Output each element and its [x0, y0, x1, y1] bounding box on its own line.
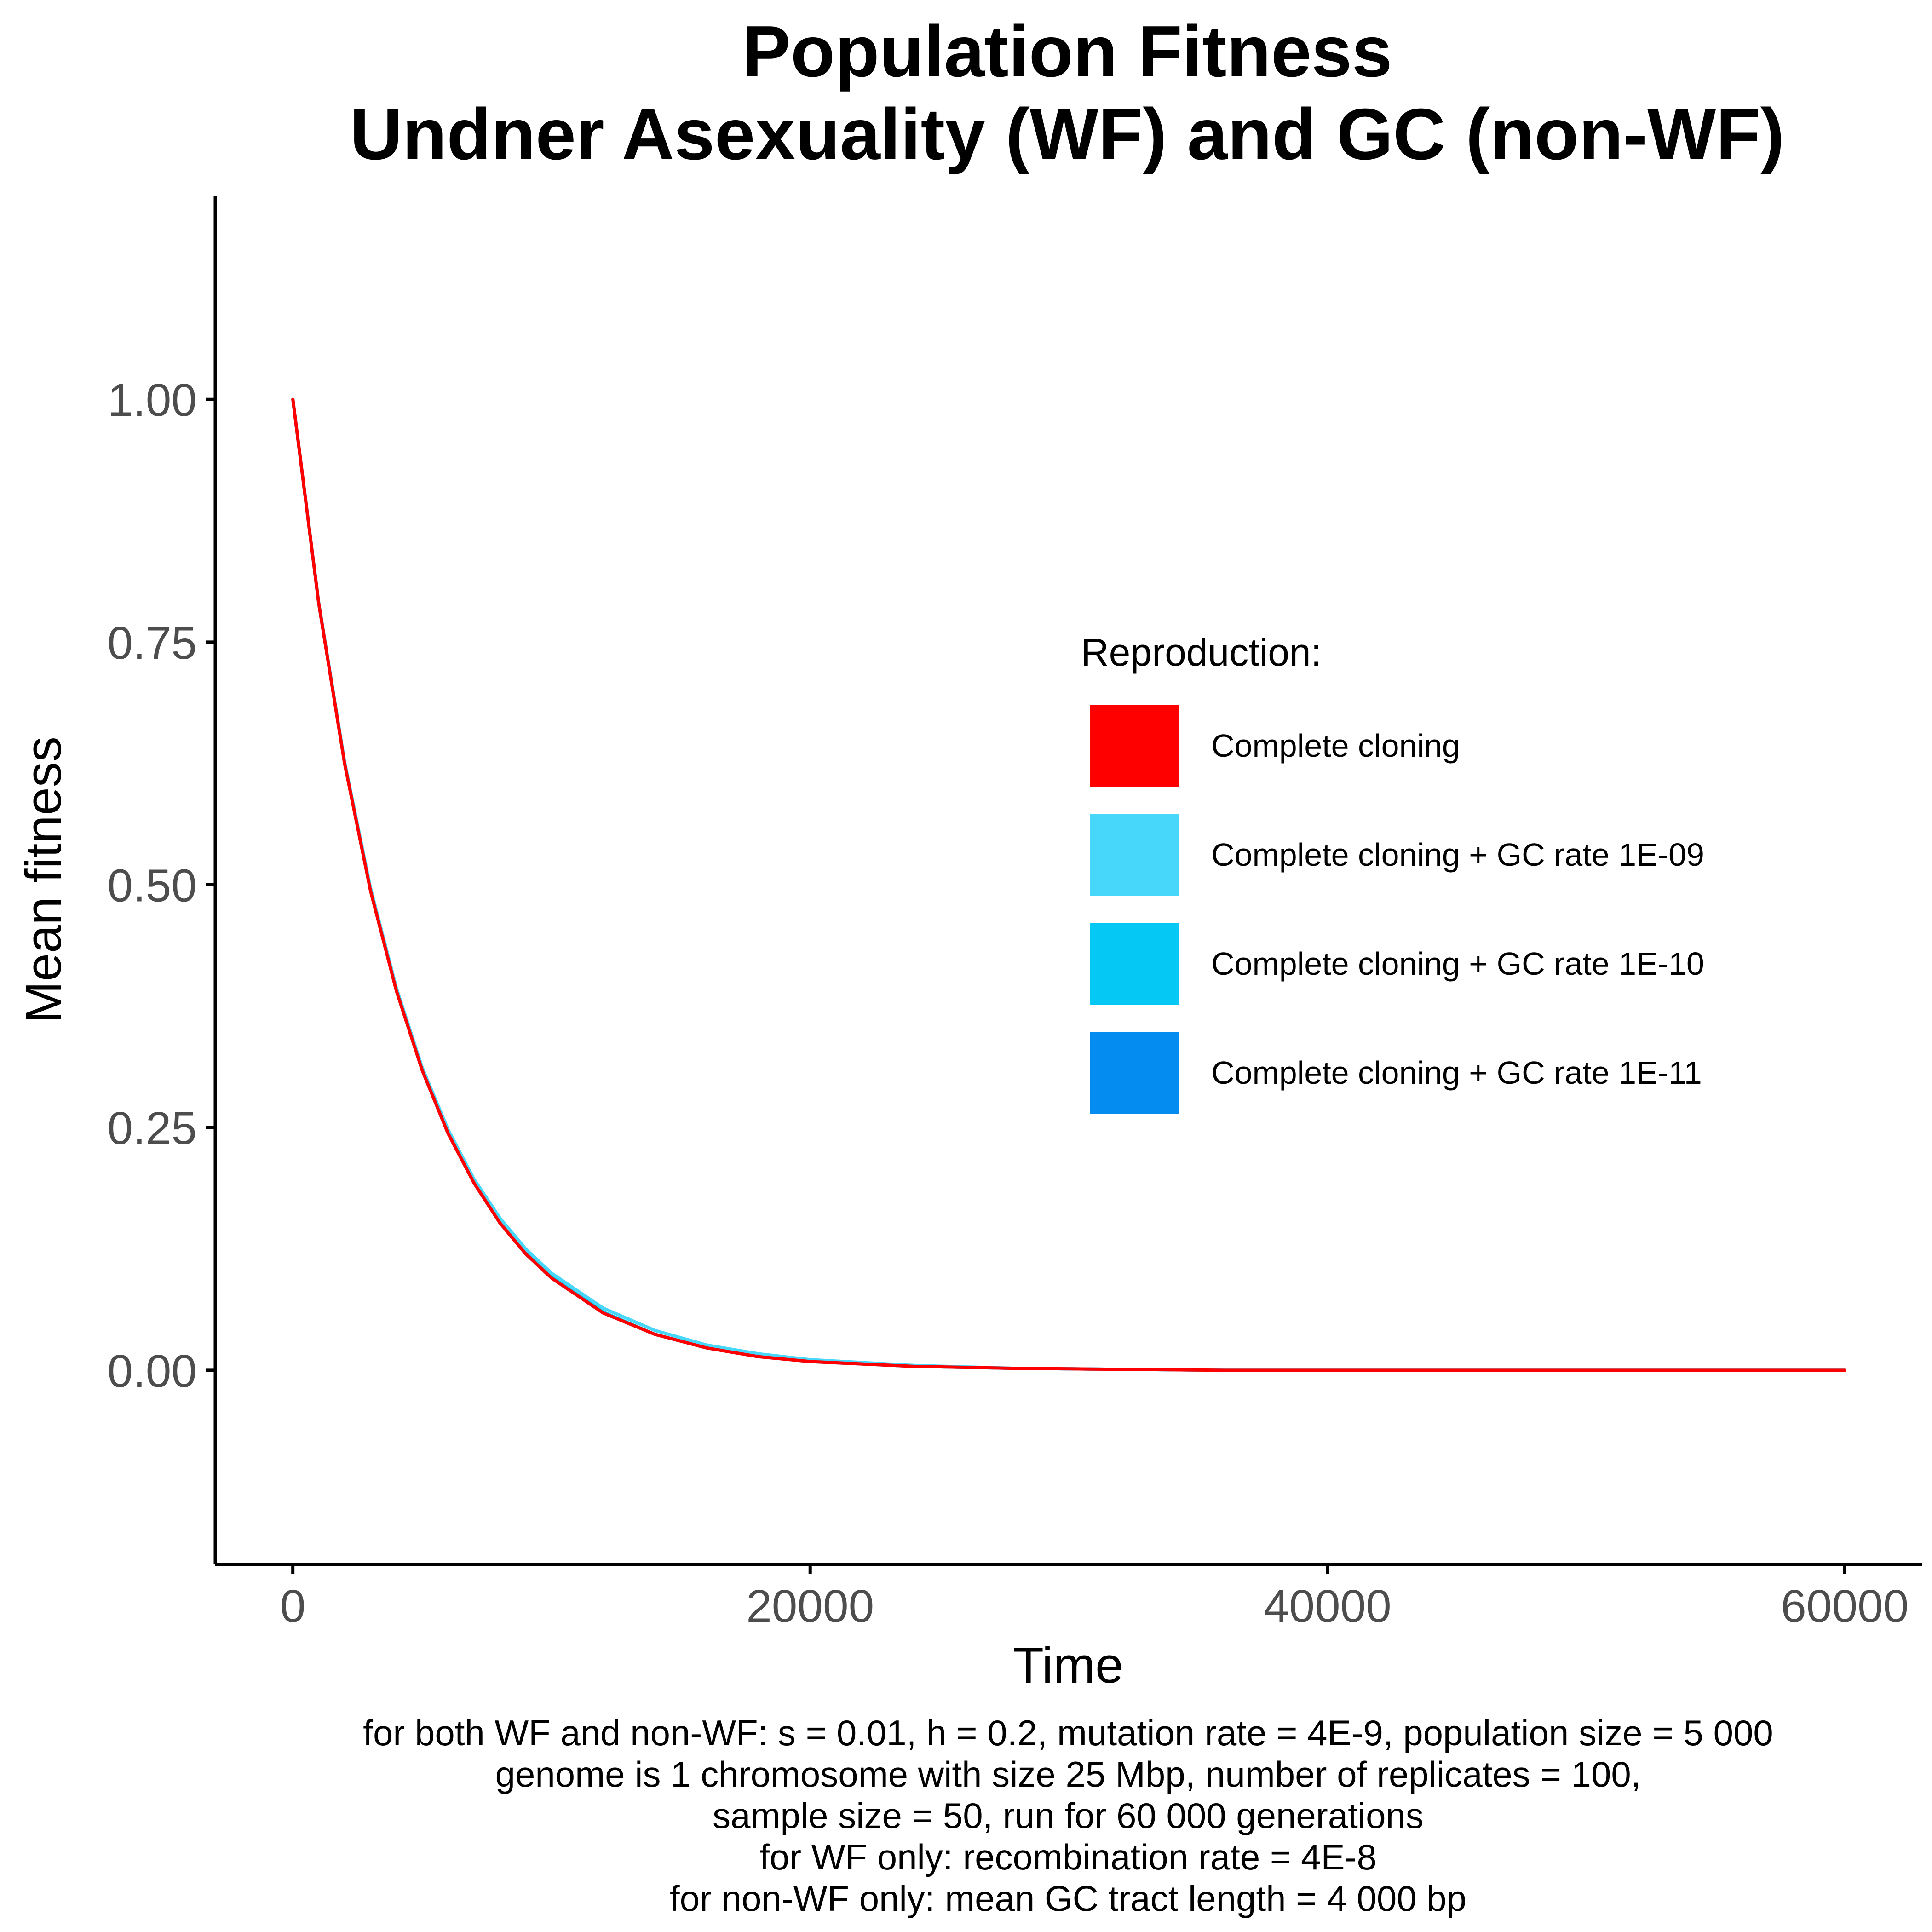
series-lines [291, 397, 1846, 1372]
legend-label: Complete cloning + GC rate 1E-11 [1211, 1055, 1702, 1091]
caption-line: genome is 1 chromosome with size 25 Mbp,… [495, 1754, 1641, 1794]
plot-area: 0.00 0.25 0.50 0.75 1.00 0 20000 40000 60000 [107, 196, 1922, 1632]
series-line-1 [291, 397, 1846, 1372]
legend-swatch [1090, 1032, 1179, 1114]
y-tick-label: 1.00 [107, 374, 197, 426]
legend-swatch [1090, 923, 1179, 1005]
legend-label: Complete cloning + GC rate 1E-09 [1211, 837, 1704, 873]
caption-line: for both WF and non-WF: s = 0.01, h = 0.… [363, 1713, 1773, 1753]
y-axis-title: Mean fitness [15, 736, 72, 1024]
caption-line: for non-WF only: mean GC tract length = … [670, 1878, 1466, 1919]
y-tick-label: 0.75 [107, 617, 197, 669]
chart-title: Population Fitness Undner Asexuality (WF… [350, 11, 1785, 175]
legend-title: Reproduction: [1081, 631, 1322, 674]
legend-label: Complete cloning [1211, 728, 1460, 764]
chart-title-line-2: Undner Asexuality (WF) and GC (non-WF) [350, 94, 1785, 175]
chart-title-line-1: Population Fitness [742, 11, 1392, 92]
x-tick-label: 20000 [746, 1581, 874, 1632]
caption: for both WF and non-WF: s = 0.01, h = 0.… [363, 1713, 1773, 1919]
caption-line: sample size = 50, run for 60 000 generat… [713, 1795, 1424, 1836]
legend-swatch [1090, 814, 1179, 896]
x-tick-label: 60000 [1781, 1581, 1909, 1632]
x-tick-label: 40000 [1264, 1581, 1392, 1632]
y-tick-label: 0.25 [107, 1103, 197, 1154]
legend-label: Complete cloning + GC rate 1E-10 [1211, 946, 1704, 982]
series-line-0 [291, 397, 1846, 1372]
series-line-2 [291, 397, 1846, 1372]
legend-items: Complete cloning Complete cloning + GC ra… [1090, 705, 1704, 1114]
x-axis-ticks: 0 20000 40000 60000 [280, 1564, 1909, 1632]
caption-line: for WF only: recombination rate = 4E-8 [759, 1837, 1377, 1877]
x-tick-label: 0 [280, 1581, 306, 1632]
y-axis-ticks: 0.00 0.25 0.50 0.75 1.00 [107, 374, 215, 1397]
series-line-3 [291, 397, 1846, 1372]
y-tick-label: 0.00 [107, 1346, 197, 1397]
y-tick-label: 0.50 [107, 860, 197, 912]
legend-swatch [1090, 705, 1179, 787]
x-axis-title: Time [1013, 1637, 1123, 1694]
